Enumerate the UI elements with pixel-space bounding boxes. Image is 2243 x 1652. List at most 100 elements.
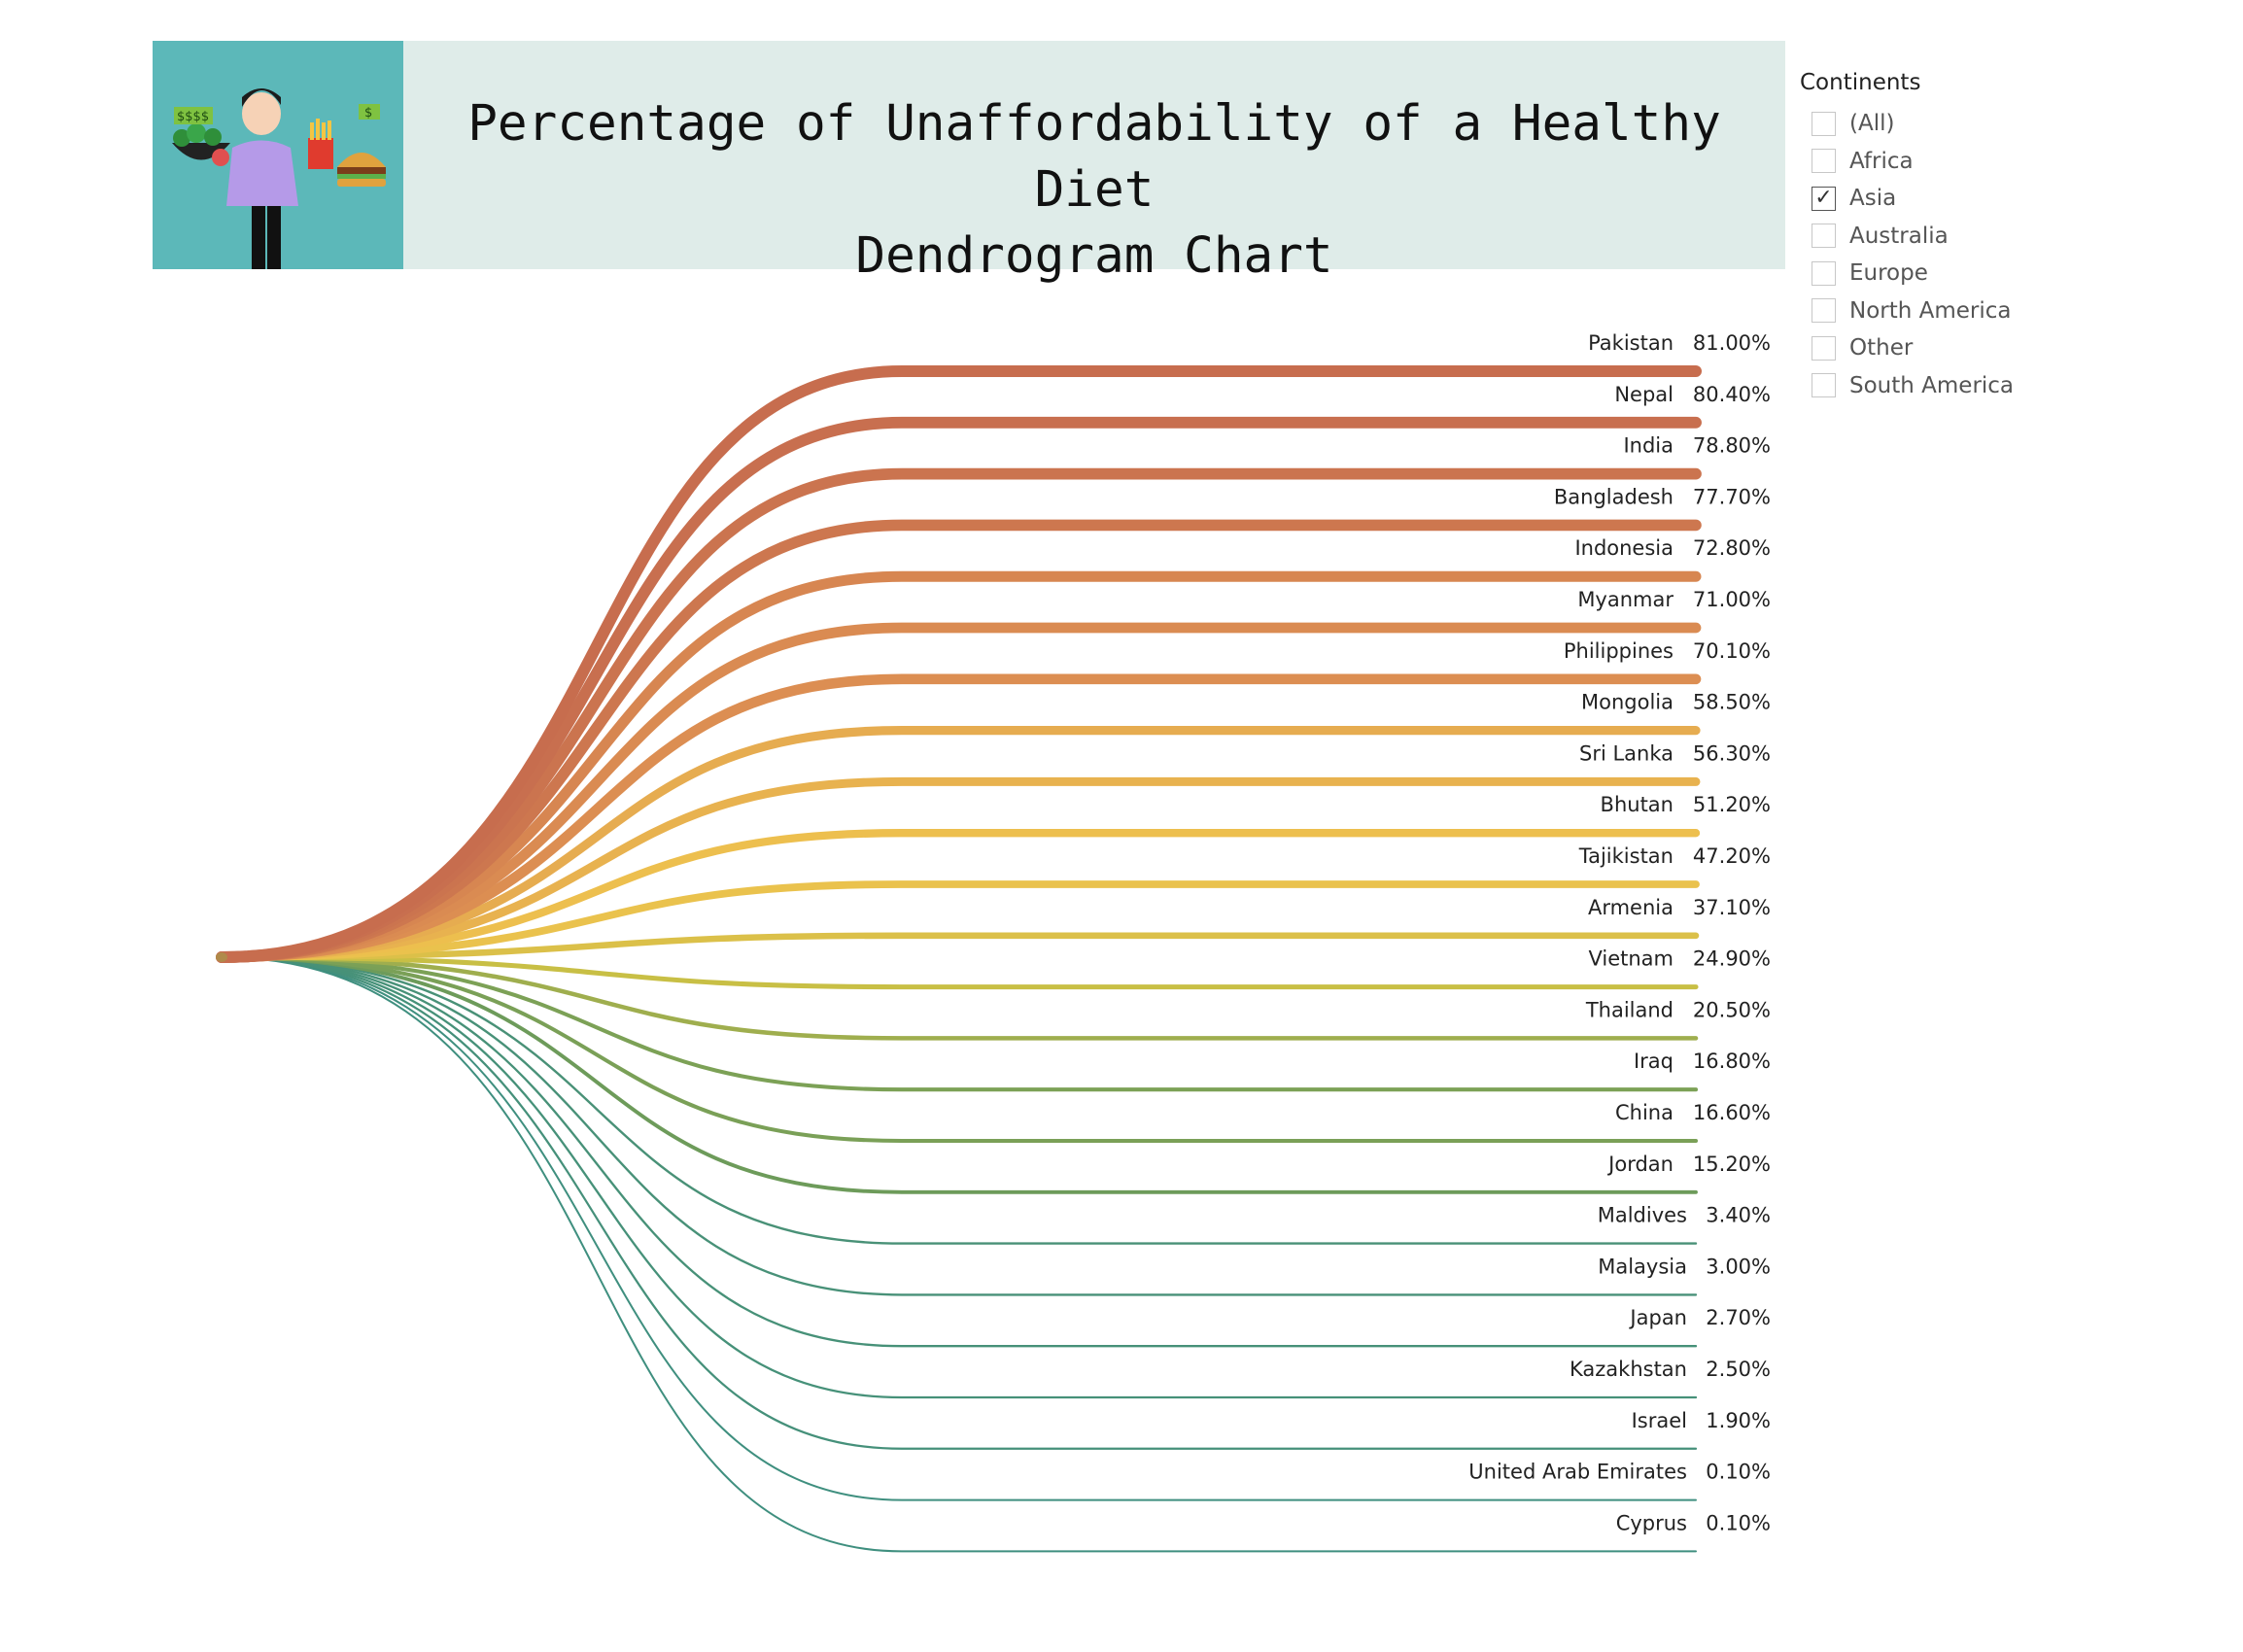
checkbox[interactable]	[1812, 335, 1836, 361]
value-label: 80.40%	[1693, 383, 1771, 406]
country-label: Armenia	[1588, 896, 1674, 919]
country-label: Vietnam	[1588, 947, 1674, 971]
svg-text:$$$$: $$$$	[177, 110, 209, 124]
branch-iraq[interactable]	[219, 954, 1699, 1092]
value-label: 3.00%	[1706, 1255, 1771, 1278]
value-label: 72.80%	[1693, 536, 1771, 560]
filter-option-label: (All)	[1849, 111, 1895, 137]
value-label: 71.00%	[1693, 588, 1771, 611]
value-label: 78.80%	[1693, 434, 1771, 458]
checkbox[interactable]	[1812, 149, 1836, 174]
value-label: 81.00%	[1693, 331, 1771, 355]
country-label: Malaysia	[1598, 1255, 1687, 1278]
country-label: India	[1623, 434, 1674, 458]
filter-option-north-america[interactable]: North America	[1800, 293, 2091, 330]
filter-option-asia[interactable]: ✓ Asia	[1800, 180, 2091, 218]
branch-united-arab-emirates[interactable]	[220, 955, 1698, 1501]
value-label: 56.30%	[1693, 741, 1771, 765]
value-label: 2.70%	[1706, 1306, 1771, 1329]
checkmark-icon: ✓	[1814, 186, 1833, 211]
value-label: 16.60%	[1693, 1101, 1771, 1124]
country-label: Thailand	[1585, 998, 1674, 1021]
filter-option-all[interactable]: (All)	[1800, 105, 2091, 143]
filter-title: Continents	[1800, 70, 1921, 95]
filter-option-label: South America	[1849, 372, 2015, 398]
value-label: 16.80%	[1693, 1050, 1771, 1073]
label-group: Pakistan 81.00% Nepal 80.40% India 78.80% Bang…	[1468, 331, 1771, 1534]
value-label: 20.50%	[1693, 998, 1771, 1021]
country-label: Tajikistan	[1578, 844, 1674, 868]
filter-option-label: Asia	[1849, 186, 1897, 212]
country-label: China	[1615, 1101, 1674, 1124]
country-label: Nepal	[1614, 383, 1674, 406]
branch-japan[interactable]	[220, 955, 1698, 1348]
dollar-sign-icon: $	[359, 104, 380, 120]
checkbox[interactable]	[1812, 373, 1836, 398]
country-label: Cyprus	[1616, 1511, 1687, 1534]
country-label: United Arab Emirates	[1468, 1461, 1687, 1484]
country-label: Japan	[1628, 1306, 1687, 1329]
checkbox[interactable]	[1812, 111, 1836, 136]
branch-maldives[interactable]	[220, 955, 1698, 1245]
value-label: 24.90%	[1693, 947, 1771, 971]
salad-bowl-icon: $$$$	[172, 107, 230, 166]
country-label: Indonesia	[1574, 536, 1674, 560]
country-label: Bangladesh	[1554, 485, 1674, 508]
country-label: Iraq	[1634, 1050, 1674, 1073]
value-label: 37.10%	[1693, 896, 1771, 919]
country-label: Kazakhstan	[1570, 1358, 1687, 1381]
filter-option-label: North America	[1849, 297, 2012, 324]
filter-option-australia[interactable]: Australia	[1800, 218, 2091, 256]
value-label: 77.70%	[1693, 485, 1771, 508]
branch-thailand[interactable]	[219, 954, 1699, 1041]
value-label: 58.50%	[1693, 691, 1771, 714]
country-label: Philippines	[1564, 639, 1674, 663]
checkbox[interactable]	[1812, 260, 1836, 286]
branch-israel[interactable]	[220, 955, 1698, 1450]
checkbox[interactable]	[1812, 298, 1836, 324]
value-label: 3.40%	[1706, 1204, 1771, 1227]
person-icon	[226, 88, 298, 269]
fries-icon	[308, 119, 333, 169]
value-label: 0.10%	[1706, 1461, 1771, 1484]
filter-list: (All) Africa ✓ Asia Australia Europe North Ame…	[1800, 105, 2091, 404]
filter-option-label: Other	[1849, 335, 1914, 361]
value-label: 0.10%	[1706, 1511, 1771, 1534]
value-label: 70.10%	[1693, 639, 1771, 663]
filter-option-europe[interactable]: Europe	[1800, 255, 2091, 293]
svg-text:$: $	[364, 106, 372, 120]
checkbox[interactable]	[1812, 224, 1836, 249]
country-label: Maldives	[1598, 1204, 1687, 1227]
country-label: Sri Lanka	[1579, 741, 1674, 765]
country-label: Pakistan	[1588, 331, 1674, 355]
chart-title-line-1: Percentage of Unaffordability of a Healt…	[467, 95, 1721, 219]
filter-option-label: Europe	[1849, 260, 1928, 287]
country-label: Myanmar	[1577, 588, 1674, 611]
filter-option-label: Africa	[1849, 148, 1914, 174]
person-with-food-illustration: $$$$	[172, 88, 386, 269]
value-label: 15.20%	[1693, 1153, 1771, 1176]
country-label: Bhutan	[1601, 793, 1674, 816]
country-label: Mongolia	[1581, 691, 1674, 714]
chart-title: Percentage of Unaffordability of a Healt…	[403, 91, 1785, 290]
continents-filter: Continents (All) Africa ✓ Asia Australia Euro…	[1800, 70, 2091, 404]
chart-title-line-2: Dendrogram Chart	[855, 227, 1333, 285]
filter-option-other[interactable]: Other	[1800, 329, 2091, 367]
root-node	[216, 952, 227, 962]
value-label: 51.20%	[1693, 793, 1771, 816]
branch-jordan[interactable]	[220, 955, 1698, 1194]
branch-malaysia[interactable]	[220, 955, 1698, 1296]
filter-option-south-america[interactable]: South America	[1800, 367, 2091, 405]
checkbox-checked[interactable]: ✓	[1812, 186, 1836, 211]
branch-china[interactable]	[219, 954, 1699, 1144]
branch-group	[216, 365, 1702, 1553]
branch-kazakhstan[interactable]	[220, 955, 1698, 1399]
burger-icon	[337, 153, 386, 187]
value-label: 2.50%	[1706, 1358, 1771, 1381]
filter-option-africa[interactable]: Africa	[1800, 143, 2091, 181]
country-label: Israel	[1632, 1409, 1687, 1432]
branch-cyprus[interactable]	[220, 955, 1698, 1553]
branch-pakistan[interactable]	[216, 365, 1702, 963]
country-label: Jordan	[1606, 1153, 1674, 1176]
